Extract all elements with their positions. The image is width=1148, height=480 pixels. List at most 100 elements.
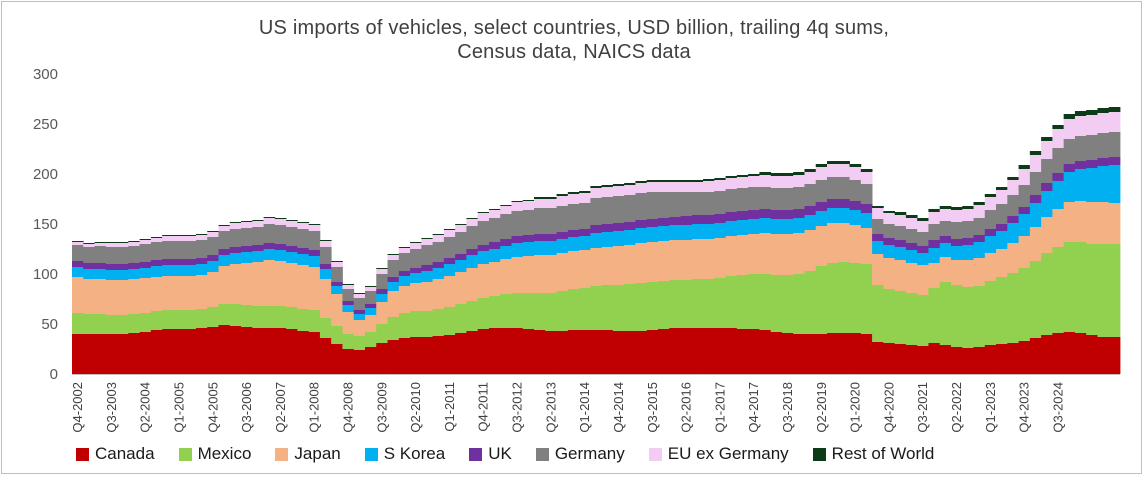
bar-segment-japan xyxy=(804,230,817,271)
bar-segment-s-korea xyxy=(319,269,332,279)
bar-segment-mexico xyxy=(308,310,321,332)
bar-segment-uk xyxy=(781,210,794,219)
bar-segment-canada xyxy=(195,328,208,374)
bar-segment-rest-of-world xyxy=(793,172,805,175)
bar-segment-germany xyxy=(590,198,603,225)
bar-segment-mexico xyxy=(1029,261,1042,338)
bar-segment-germany xyxy=(691,192,704,215)
bar-segment-germany xyxy=(612,196,625,223)
bar-segment-canada xyxy=(736,329,749,374)
bar-segment-germany xyxy=(1018,185,1031,207)
bar-segment-germany xyxy=(522,210,535,235)
bar-segment-eu-ex-germany xyxy=(477,213,490,221)
bar-segment-japan xyxy=(105,280,118,315)
bar-segment-eu-ex-germany xyxy=(522,201,535,210)
bar-segment-rest-of-world xyxy=(905,215,918,218)
bar-segment-canada xyxy=(432,336,445,374)
x-tick-label: Q4-2008 xyxy=(341,382,356,433)
bar-segment-germany xyxy=(601,197,614,224)
bar-segment-uk xyxy=(500,239,512,246)
bar-segment-japan xyxy=(770,234,783,275)
bar-segment-eu-ex-germany xyxy=(815,167,828,180)
bar-segment-japan xyxy=(1097,202,1110,244)
bar-segment-germany xyxy=(962,221,974,238)
bar-segment-germany xyxy=(984,210,997,229)
bar-segment-rest-of-world xyxy=(229,222,242,223)
bar-segment-canada xyxy=(207,327,219,374)
bar-segment-japan xyxy=(984,253,997,281)
bar-segment-germany xyxy=(72,245,84,261)
bar-segment-mexico xyxy=(590,286,603,330)
bar-segment-eu-ex-germany xyxy=(252,221,264,227)
bar-segment-japan xyxy=(286,263,298,307)
bar-segment-mexico xyxy=(838,262,850,333)
bar-segment-rest-of-world xyxy=(105,242,118,243)
bar-segment-canada xyxy=(398,338,411,374)
x-tick-label: Q3-2003 xyxy=(104,382,119,433)
bar-segment-s-korea xyxy=(94,269,107,279)
bar-segment-mexico xyxy=(150,311,163,330)
bar-segment-japan xyxy=(691,239,704,279)
bar-segment-mexico xyxy=(703,279,715,328)
bar-segment-canada xyxy=(939,345,952,374)
bar-segment-germany xyxy=(331,267,343,282)
bar-segment-canada xyxy=(905,345,918,374)
bar-segment-mexico xyxy=(500,294,512,328)
bar-segment-mexico xyxy=(274,306,287,328)
bar-segment-eu-ex-germany xyxy=(1108,112,1121,132)
bar-segment-japan xyxy=(601,247,614,285)
bar-segment-s-korea xyxy=(996,231,1008,249)
bar-segment-mexico xyxy=(1063,242,1076,332)
bar-segment-rest-of-world xyxy=(443,229,456,230)
bar-segment-germany xyxy=(241,228,253,246)
bar-segment-s-korea xyxy=(612,231,625,246)
bar-segment-rest-of-world xyxy=(950,207,963,210)
bar-segment-rest-of-world xyxy=(1074,111,1087,116)
bar-segment-s-korea xyxy=(1063,172,1076,202)
bar-segment-s-korea xyxy=(793,218,805,233)
bar-segment-mexico xyxy=(680,280,693,328)
bar-segment-rest-of-world xyxy=(770,173,783,176)
bar-segment-japan xyxy=(162,276,174,310)
bar-segment-canada xyxy=(781,333,794,374)
bar-segment-germany xyxy=(477,221,490,245)
bar-segment-canada xyxy=(511,328,524,374)
bar-segment-japan xyxy=(342,312,355,334)
bar-segment-rest-of-world xyxy=(150,237,163,238)
y-tick-label: 250 xyxy=(33,116,58,133)
bar-segment-germany xyxy=(635,193,648,220)
bar-segment-mexico xyxy=(1108,244,1121,337)
bar-segment-rest-of-world xyxy=(612,184,625,186)
bar-segment-uk xyxy=(274,244,287,250)
bar-segment-s-korea xyxy=(117,270,129,280)
bar-segment-mexico xyxy=(804,271,817,334)
bar-segment-canada xyxy=(534,330,546,374)
bar-segment-germany xyxy=(567,204,580,230)
bar-segment-eu-ex-germany xyxy=(545,199,557,208)
bar-segment-mexico xyxy=(939,282,952,345)
bar-segment-germany xyxy=(815,180,828,202)
bar-segment-japan xyxy=(567,251,580,289)
bar-segment-canada xyxy=(105,334,118,374)
bar-segment-japan xyxy=(1063,202,1076,242)
bar-segment-germany xyxy=(252,227,264,245)
bar-segment-uk xyxy=(703,215,715,224)
bar-segment-germany xyxy=(117,247,129,264)
bar-segment-japan xyxy=(1108,203,1121,244)
bar-segment-mexico xyxy=(319,318,332,338)
bar-segment-canada xyxy=(657,329,670,374)
bar-segment-japan xyxy=(1041,217,1053,253)
bar-segment-mexico xyxy=(263,306,276,328)
bar-segment-germany xyxy=(725,189,738,212)
bar-segment-canada xyxy=(691,328,704,374)
legend-swatch xyxy=(76,447,89,461)
bar-segment-mexico xyxy=(173,310,186,329)
bar-segment-rest-of-world xyxy=(894,212,907,215)
bar-segment-germany xyxy=(308,231,321,250)
bar-segment-germany xyxy=(1041,159,1053,183)
bar-segment-japan xyxy=(376,302,388,324)
bar-segment-eu-ex-germany xyxy=(996,190,1008,204)
bar-segment-rest-of-world xyxy=(725,176,738,178)
bar-segment-mexico xyxy=(511,293,524,328)
bar-segment-uk xyxy=(308,250,321,256)
